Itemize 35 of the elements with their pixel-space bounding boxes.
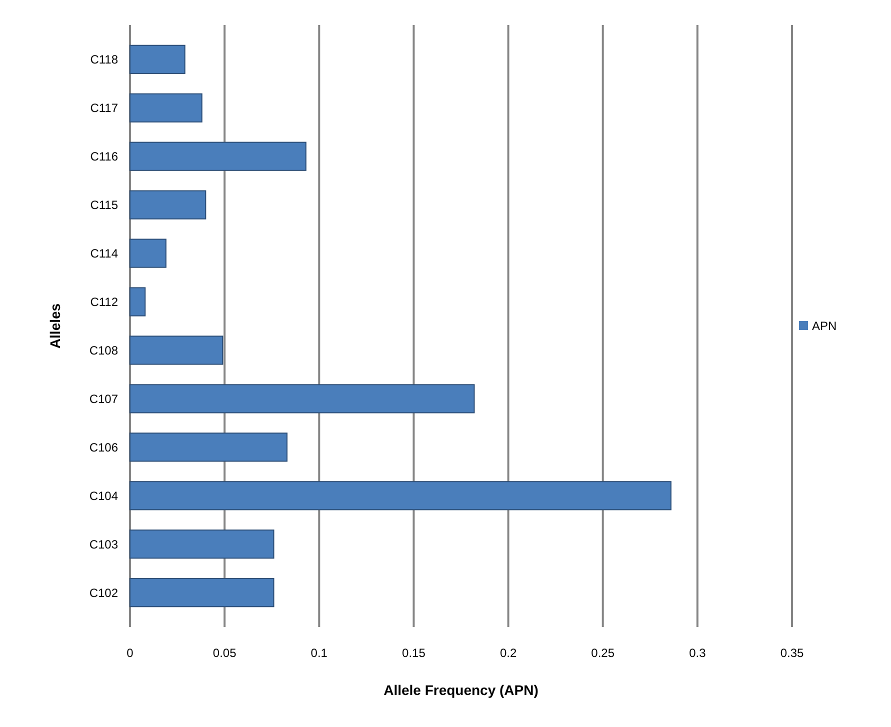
bar [130, 336, 224, 365]
y-axis-title: Alleles [47, 303, 63, 349]
y-tick-label: C104 [89, 488, 118, 503]
bar [130, 238, 166, 268]
x-tick-label: 0.2 [500, 646, 517, 660]
bar [130, 384, 475, 414]
y-tick-label: C117 [90, 101, 118, 116]
y-tick-label: C112 [90, 294, 118, 309]
bar [130, 432, 288, 462]
x-tick-label: 0.25 [591, 646, 615, 660]
bar [130, 287, 146, 316]
bar [130, 190, 206, 220]
bar [130, 93, 202, 122]
y-tick-label: C116 [90, 150, 118, 164]
y-tick-label: C114 [90, 246, 118, 260]
bar [130, 44, 186, 74]
y-tick-label: C103 [89, 537, 118, 552]
y-tick-label: C106 [89, 440, 118, 454]
y-tick-label: C115 [90, 198, 118, 212]
bar [130, 578, 274, 608]
x-tick-label: 0.3 [689, 646, 706, 660]
x-tick-label: 0.05 [212, 646, 237, 660]
x-tick-label: 0 [126, 646, 134, 660]
x-tick-label: 0.1 [310, 646, 328, 660]
bar [130, 481, 672, 510]
x-axis-title: Allele Frequency (APN) [384, 682, 538, 698]
y-tick-label: C107 [89, 392, 118, 406]
y-tick-label: C102 [89, 586, 118, 600]
x-tick-label: 0.15 [402, 646, 426, 660]
x-tick-label: 0.35 [780, 646, 804, 660]
y-tick-label: C108 [89, 343, 118, 358]
bar [130, 530, 274, 559]
bar [130, 142, 306, 171]
y-tick-label: C118 [90, 52, 118, 67]
legend-label: APN [812, 319, 837, 334]
